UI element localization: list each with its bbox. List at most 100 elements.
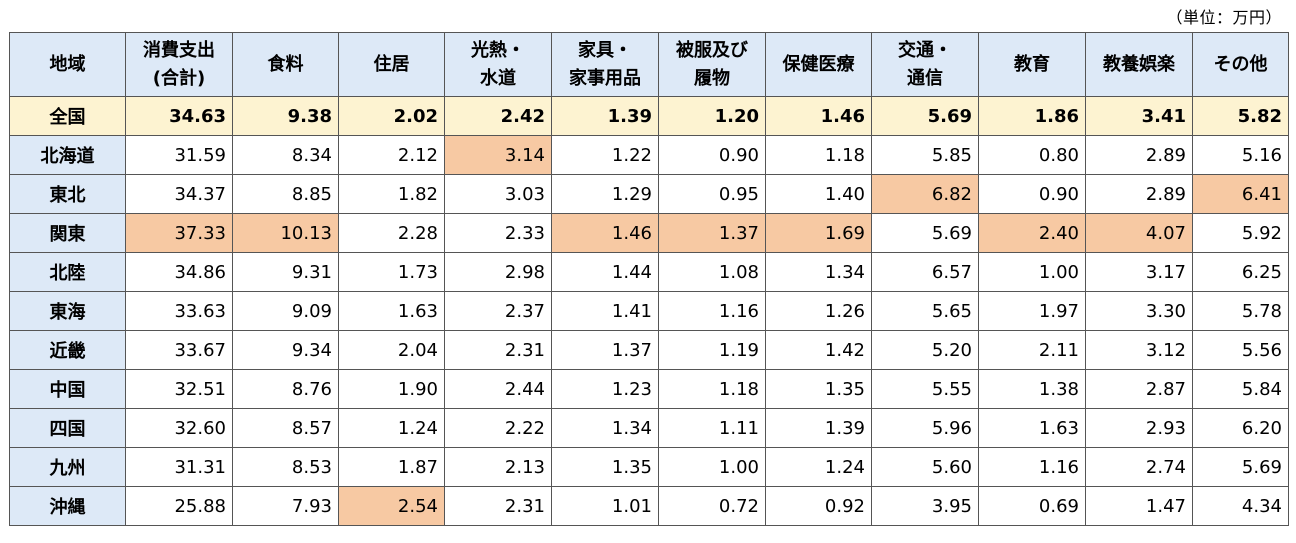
column-header: 住居 (338, 32, 445, 97)
value-cell: 2.40 (978, 213, 1086, 253)
region-cell: 北海道 (9, 135, 126, 175)
value-cell: 1.26 (765, 291, 872, 331)
value-cell: 5.92 (1192, 213, 1289, 253)
value-cell: 5.85 (871, 135, 979, 175)
value-cell: 1.39 (551, 96, 659, 136)
value-cell: 6.25 (1192, 252, 1289, 292)
region-cell: 中国 (9, 369, 126, 409)
value-cell: 1.69 (765, 213, 872, 253)
region-cell: 東海 (9, 291, 126, 331)
value-cell: 1.97 (978, 291, 1086, 331)
value-cell: 2.87 (1085, 369, 1193, 409)
value-cell: 1.41 (551, 291, 659, 331)
table-body: 全国 34.63 9.38 2.02 2.42 1.39 1.20 1.46 5.69 1.86 3… (9, 96, 1289, 526)
value-cell: 5.55 (871, 369, 979, 409)
value-cell: 2.13 (444, 447, 552, 487)
column-header: 家具・ 家事用品 (551, 32, 659, 97)
column-header: 保健医療 (765, 32, 872, 97)
value-cell: 1.16 (658, 291, 766, 331)
value-cell: 5.96 (871, 408, 979, 448)
value-cell: 8.34 (232, 135, 339, 175)
value-cell: 0.72 (658, 486, 766, 526)
value-cell: 8.85 (232, 174, 339, 214)
value-cell: 2.42 (444, 96, 552, 136)
value-cell: 1.42 (765, 330, 872, 370)
value-cell: 34.37 (125, 174, 233, 214)
value-cell: 2.12 (338, 135, 445, 175)
region-cell: 北陸 (9, 252, 126, 292)
value-cell: 9.09 (232, 291, 339, 331)
value-cell: 1.73 (338, 252, 445, 292)
value-cell: 4.34 (1192, 486, 1289, 526)
value-cell: 2.04 (338, 330, 445, 370)
value-cell: 5.69 (871, 96, 979, 136)
region-cell: 東北 (9, 174, 126, 214)
value-cell: 9.31 (232, 252, 339, 292)
value-cell: 1.11 (658, 408, 766, 448)
table-row: 四国 32.60 8.57 1.24 2.22 1.34 1.11 1.39 5.96 1.63 2… (9, 408, 1289, 448)
value-cell: 3.41 (1085, 96, 1193, 136)
value-cell: 1.22 (551, 135, 659, 175)
table-row: 東北 34.37 8.85 1.82 3.03 1.29 0.95 1.40 6.82 0.90 2… (9, 174, 1289, 214)
value-cell: 6.20 (1192, 408, 1289, 448)
value-cell: 1.63 (338, 291, 445, 331)
value-cell: 1.19 (658, 330, 766, 370)
region-cell: 関東 (9, 213, 126, 253)
value-cell: 5.60 (871, 447, 979, 487)
region-cell: 四国 (9, 408, 126, 448)
value-cell: 1.35 (551, 447, 659, 487)
column-header: 地域 (9, 32, 126, 97)
value-cell: 2.33 (444, 213, 552, 253)
value-cell: 1.90 (338, 369, 445, 409)
value-cell: 0.95 (658, 174, 766, 214)
value-cell: 1.08 (658, 252, 766, 292)
value-cell: 4.07 (1085, 213, 1193, 253)
value-cell: 5.65 (871, 291, 979, 331)
value-cell: 1.01 (551, 486, 659, 526)
value-cell: 1.40 (765, 174, 872, 214)
value-cell: 2.98 (444, 252, 552, 292)
value-cell: 6.41 (1192, 174, 1289, 214)
value-cell: 5.69 (871, 213, 979, 253)
value-cell: 9.38 (232, 96, 339, 136)
value-cell: 31.31 (125, 447, 233, 487)
table-row: 北陸 34.86 9.31 1.73 2.98 1.44 1.08 1.34 6.57 1.00 3… (9, 252, 1289, 292)
value-cell: 1.86 (978, 96, 1086, 136)
value-cell: 1.00 (658, 447, 766, 487)
value-cell: 2.44 (444, 369, 552, 409)
expenditure-table: 地域 消費支出 (合計) 食料 住居 光熱・ 水道 家具・ 家事用品 被服及び 履物 保健医療… (9, 32, 1289, 526)
value-cell: 33.67 (125, 330, 233, 370)
value-cell: 1.00 (978, 252, 1086, 292)
value-cell: 5.78 (1192, 291, 1289, 331)
value-cell: 5.20 (871, 330, 979, 370)
column-header: 消費支出 (合計) (125, 32, 233, 97)
value-cell: 2.31 (444, 486, 552, 526)
table-row: 北海道 31.59 8.34 2.12 3.14 1.22 0.90 1.18 5.85 0.80… (9, 135, 1289, 175)
value-cell: 1.24 (338, 408, 445, 448)
table-row: 東海 33.63 9.09 1.63 2.37 1.41 1.16 1.26 5.65 1.97 3… (9, 291, 1289, 331)
value-cell: 1.18 (765, 135, 872, 175)
value-cell: 37.33 (125, 213, 233, 253)
value-cell: 1.29 (551, 174, 659, 214)
value-cell: 1.38 (978, 369, 1086, 409)
value-cell: 1.20 (658, 96, 766, 136)
value-cell: 3.12 (1085, 330, 1193, 370)
value-cell: 0.92 (765, 486, 872, 526)
value-cell: 2.11 (978, 330, 1086, 370)
value-cell: 25.88 (125, 486, 233, 526)
value-cell: 5.82 (1192, 96, 1289, 136)
value-cell: 8.53 (232, 447, 339, 487)
value-cell: 2.22 (444, 408, 552, 448)
value-cell: 6.57 (871, 252, 979, 292)
value-cell: 32.60 (125, 408, 233, 448)
value-cell: 1.23 (551, 369, 659, 409)
value-cell: 1.63 (978, 408, 1086, 448)
region-cell: 全国 (9, 96, 126, 136)
value-cell: 5.16 (1192, 135, 1289, 175)
value-cell: 10.13 (232, 213, 339, 253)
column-header: 教養娯楽 (1085, 32, 1193, 97)
region-cell: 沖縄 (9, 486, 126, 526)
value-cell: 2.28 (338, 213, 445, 253)
value-cell: 1.37 (551, 330, 659, 370)
table-row: 近畿 33.67 9.34 2.04 2.31 1.37 1.19 1.42 5.20 2.11 3… (9, 330, 1289, 370)
